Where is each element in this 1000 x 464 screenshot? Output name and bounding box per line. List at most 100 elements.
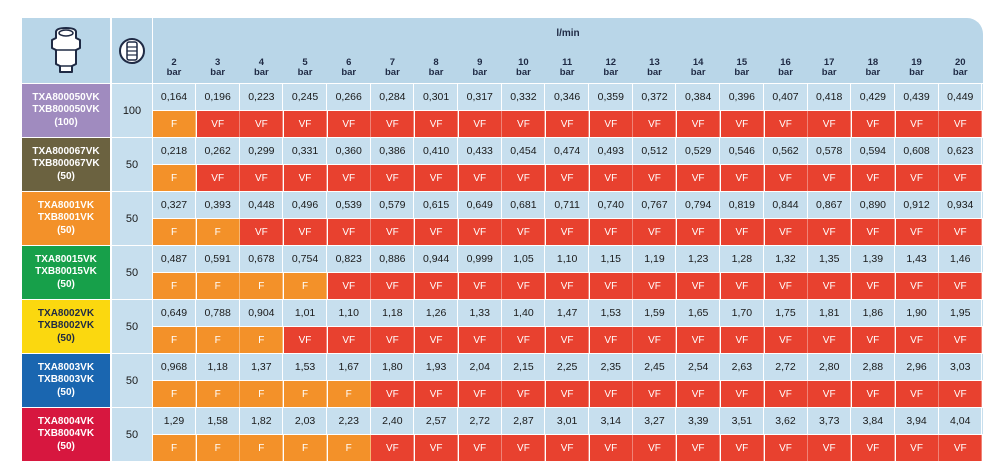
pressure-value: 10: [518, 57, 529, 68]
pressure-header-cell: 13 bar: [633, 58, 675, 78]
pressure-unit: bar: [559, 67, 575, 78]
flow-rate-cell: 0,396: [721, 84, 764, 110]
flow-rate-cell: 1,33: [459, 300, 502, 326]
flow-rate-cell: 0,649: [153, 300, 196, 326]
flow-rate-cell: 0,944: [415, 246, 459, 272]
flow-rate-cell: 1,05: [502, 246, 546, 272]
droplet-class-cell: VF: [677, 219, 721, 245]
pressure-unit: bar: [384, 67, 400, 78]
pressure-unit: bar: [341, 67, 357, 78]
droplet-class-cell: VF: [240, 111, 284, 137]
flow-rate-cell: 0,912: [896, 192, 939, 218]
flow-rate-cell: 2,63: [721, 354, 764, 380]
pack-size: (50): [57, 332, 75, 344]
droplet-class-cell: VF: [939, 327, 983, 353]
droplet-class-cell: VF: [895, 111, 939, 137]
flow-rate-cell: 0,360: [328, 138, 371, 164]
droplet-class-cell: VF: [371, 435, 415, 461]
flow-rate-cell: 0,384: [677, 84, 721, 110]
flow-rate-cell: 0,594: [852, 138, 895, 164]
flow-rate-cell: 0,284: [371, 84, 415, 110]
droplet-class-cell: VF: [808, 111, 852, 137]
flow-rate-cell: 1,23: [677, 246, 721, 272]
droplet-class-cell: VF: [546, 165, 590, 191]
flow-rate-cell: 2,72: [765, 354, 808, 380]
flow-values: 0,218 0,262 0,299 0,331 0,360 0,386 0,410 0,433…: [153, 138, 983, 164]
pressure-header-cell: 17 bar: [808, 58, 850, 78]
droplet-size-row: F VF VF VF VF VF VF VF VF VF VF VF VF VF VF VF VF VF VF: [153, 111, 983, 137]
nozzle-label: TXA80015VK TXB80015VK (50): [22, 246, 110, 299]
flow-values: 1,29 1,58 1,82 2,03 2,23 2,40 2,57 2,72 2,87 3,01…: [153, 408, 983, 434]
pressure-header: l/min 2 bar 3 bar 4 bar 5 bar 6 bar 7 bar 8 bar 9 bar 10…: [153, 18, 983, 83]
nozzle-code: TXA8003VK: [37, 361, 95, 373]
nozzle-label: TXA800050VK TXB800050VK (100): [22, 84, 110, 137]
droplet-class-cell: VF: [415, 165, 459, 191]
droplet-class-cell: VF: [502, 219, 546, 245]
droplet-class-cell: VF: [808, 381, 852, 407]
table-row: TXA8004VK TXB8004VK (50) 50 1,29 1,58 1,82 2,03…: [22, 408, 983, 461]
nozzle-label: TXA800067VK TXB800067VK (50): [22, 138, 110, 191]
droplet-class-cell: VF: [633, 111, 677, 137]
pressure-header-cell: 18 bar: [852, 58, 894, 78]
flow-rate-cell: 0,439: [896, 84, 939, 110]
pressure-value: 6: [346, 57, 352, 68]
droplet-class-cell: VF: [939, 219, 983, 245]
droplet-class-cell: VF: [633, 273, 677, 299]
pressure-value: 7: [389, 57, 396, 68]
droplet-class-cell: VF: [458, 165, 502, 191]
nozzle-label: TXA8004VK TXB8004VK (50): [22, 408, 110, 461]
nozzle-icon: [51, 26, 81, 73]
flow-rate-cell: 1,81: [808, 300, 852, 326]
package-quantity: 50: [112, 408, 152, 461]
droplet-class-cell: VF: [851, 381, 895, 407]
flow-rate-cell: 0,332: [502, 84, 546, 110]
flow-rate-cell: 0,681: [502, 192, 546, 218]
flow-values: 0,487 0,591 0,678 0,754 0,823 0,886 0,944 0,999…: [153, 246, 983, 272]
droplet-class-cell: VF: [458, 273, 502, 299]
flow-rate-cell: 0,562: [765, 138, 808, 164]
package-quantity: 50: [112, 138, 152, 191]
droplet-class-cell: VF: [895, 435, 939, 461]
droplet-class-cell: VF: [327, 273, 371, 299]
pressure-header-cell: 3 bar: [197, 58, 239, 78]
flow-values: 0,164 0,196 0,223 0,245 0,266 0,284 0,301 0,317…: [153, 84, 983, 110]
flow-rate-cell: 0,196: [197, 84, 240, 110]
droplet-class-cell: VF: [851, 435, 895, 461]
pressure-header-cell: 20 bar: [939, 58, 981, 78]
flow-rate-cell: 1,65: [677, 300, 721, 326]
droplet-class-cell: F: [240, 381, 284, 407]
flow-rate-cell: 3,94: [896, 408, 939, 434]
flow-rate-cell: 0,512: [633, 138, 677, 164]
pressure-unit: bar: [690, 67, 706, 78]
droplet-class-cell: VF: [851, 165, 895, 191]
nozzle-code: TXA8004VK: [37, 415, 95, 427]
droplet-class-cell: VF: [808, 273, 852, 299]
nozzle-code: TXA80015VK: [35, 253, 97, 265]
package-icon: [119, 37, 145, 64]
pressure-unit: bar: [472, 67, 488, 78]
droplet-class-cell: F: [196, 381, 240, 407]
flow-rate-cell: 0,539: [328, 192, 371, 218]
droplet-class-cell: F: [240, 327, 284, 353]
pressure-header-cell: 2 bar: [153, 58, 195, 78]
droplet-class-cell: VF: [589, 111, 633, 137]
flow-rate-cell: 0,904: [240, 300, 284, 326]
flow-rate-cell: 0,359: [590, 84, 633, 110]
droplet-size-row: F F F F F VF VF VF VF VF VF VF VF VF VF VF VF VF VF: [153, 435, 983, 461]
flow-rate-cell: 1,80: [371, 354, 415, 380]
flow-rate-cell: 1,82: [240, 408, 284, 434]
droplet-class-cell: VF: [589, 327, 633, 353]
pressure-unit: bar: [166, 67, 182, 78]
nozzle-label: TXA8002VK TXB8002VK (50): [22, 300, 110, 353]
flow-rate-cell: 0,678: [240, 246, 284, 272]
droplet-class-cell: VF: [895, 381, 939, 407]
droplet-class-cell: F: [153, 111, 196, 137]
flow-rate-cell: 0,608: [896, 138, 939, 164]
flow-rate-cell: 0,823: [328, 246, 371, 272]
droplet-class-cell: VF: [371, 165, 415, 191]
droplet-class-cell: F: [240, 435, 284, 461]
droplet-class-cell: VF: [327, 165, 371, 191]
droplet-class-cell: VF: [546, 381, 590, 407]
flow-rate-cell: 0,262: [197, 138, 240, 164]
droplet-class-cell: F: [327, 435, 371, 461]
